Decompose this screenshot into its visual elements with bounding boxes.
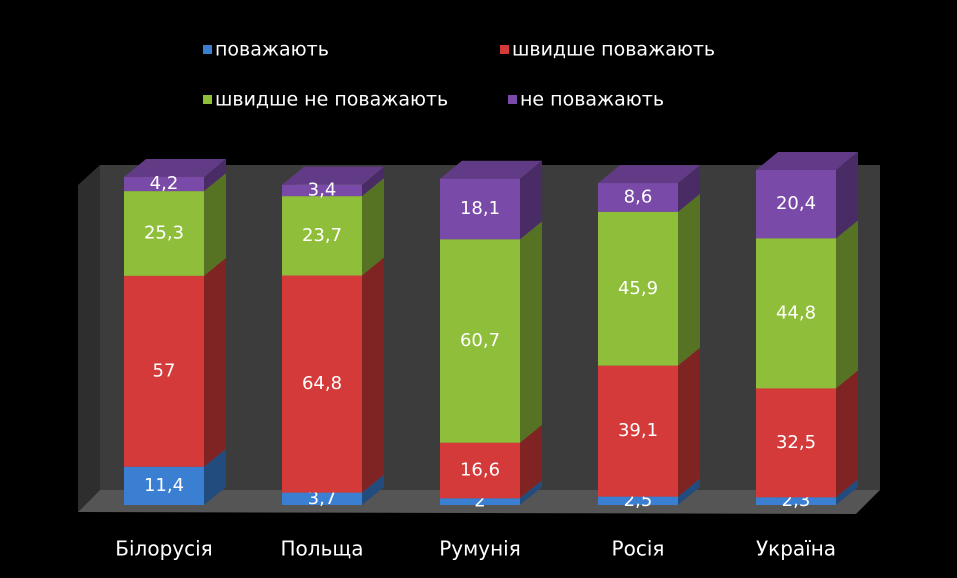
- value-label: 20,4: [776, 193, 816, 214]
- value-label: 18,1: [460, 198, 500, 219]
- bar-top: [282, 166, 384, 185]
- bar: [282, 275, 362, 493]
- bar: [124, 275, 204, 467]
- value-label: 57: [153, 360, 176, 381]
- bar-side: [520, 480, 542, 505]
- bar-side: [204, 257, 226, 467]
- bar: [440, 498, 520, 505]
- value-label: 32,5: [776, 432, 816, 453]
- bar-top: [440, 160, 542, 179]
- bar: [440, 178, 520, 240]
- bar: [756, 170, 836, 239]
- bar-side: [836, 479, 858, 505]
- legend: поважають швидше поважають швидше не поваж…: [203, 39, 715, 111]
- x-tick-label: Росія: [612, 537, 665, 561]
- value-label: 60,7: [460, 330, 500, 351]
- bar-top: [124, 159, 226, 178]
- legend-label: швидше не поважають: [215, 89, 448, 111]
- bar-side: [836, 220, 858, 389]
- bar-side: [836, 370, 858, 498]
- bar: [598, 365, 678, 497]
- value-label: 3,7: [308, 488, 337, 509]
- value-label: 25,3: [144, 222, 184, 243]
- bar: [598, 496, 678, 505]
- bar-side: [362, 474, 384, 505]
- value-label: 4,2: [150, 173, 179, 194]
- value-label: 2: [474, 491, 485, 512]
- bar-side: [520, 221, 542, 443]
- value-label: 3,4: [308, 179, 337, 200]
- legend-label: не поважають: [520, 89, 664, 111]
- bar-side: [678, 478, 700, 505]
- bar: [282, 196, 362, 276]
- bar-side: [678, 347, 700, 497]
- value-label: 8,6: [624, 186, 653, 207]
- bar-top: [598, 165, 700, 184]
- bar: [124, 466, 204, 505]
- bar-side: [204, 159, 226, 192]
- bar-side: [678, 193, 700, 366]
- bar-side: [520, 424, 542, 499]
- bar-top: [756, 152, 858, 170]
- x-tick-label: Україна: [756, 537, 836, 561]
- value-label: 45,9: [618, 278, 658, 299]
- bar-side: [362, 178, 384, 276]
- bar: [598, 183, 678, 212]
- value-label: 39,1: [618, 420, 658, 441]
- bar: [282, 492, 362, 505]
- bar: [440, 442, 520, 499]
- x-tick-label: Білорусія: [115, 537, 212, 561]
- plot: Білорусія 11,4 57 25,3 4,2 Польща 3,7 64,8 23,7 3…: [115, 152, 858, 561]
- bar: [756, 388, 836, 498]
- bar-side: [204, 173, 226, 276]
- bar-side: [204, 448, 226, 505]
- legend-swatch: [508, 95, 517, 104]
- bar: [440, 239, 520, 443]
- legend-label: швидше поважають: [512, 39, 715, 61]
- value-label: 16,6: [460, 459, 500, 480]
- bar: [756, 238, 836, 389]
- x-tick-label: Польща: [281, 537, 364, 561]
- bar: [598, 211, 678, 366]
- value-label: 11,4: [144, 475, 184, 496]
- bar: [756, 497, 836, 505]
- bar: [124, 177, 204, 192]
- bar-side: [362, 166, 384, 197]
- x-tick-label: Румунія: [439, 537, 520, 561]
- bar-side: [362, 257, 384, 493]
- legend-label: поважають: [215, 39, 329, 61]
- value-label: 23,7: [302, 225, 342, 246]
- legend-swatch: [203, 95, 212, 104]
- side-wall: [78, 165, 100, 512]
- legend-swatch: [500, 45, 509, 54]
- bar-side: [836, 152, 858, 239]
- bar: [124, 191, 204, 276]
- bar: [282, 184, 362, 197]
- bar-side: [520, 160, 542, 240]
- value-label: 64,8: [302, 373, 342, 394]
- bar-side: [678, 165, 700, 212]
- value-label: 44,8: [776, 302, 816, 323]
- legend-swatch: [203, 45, 212, 54]
